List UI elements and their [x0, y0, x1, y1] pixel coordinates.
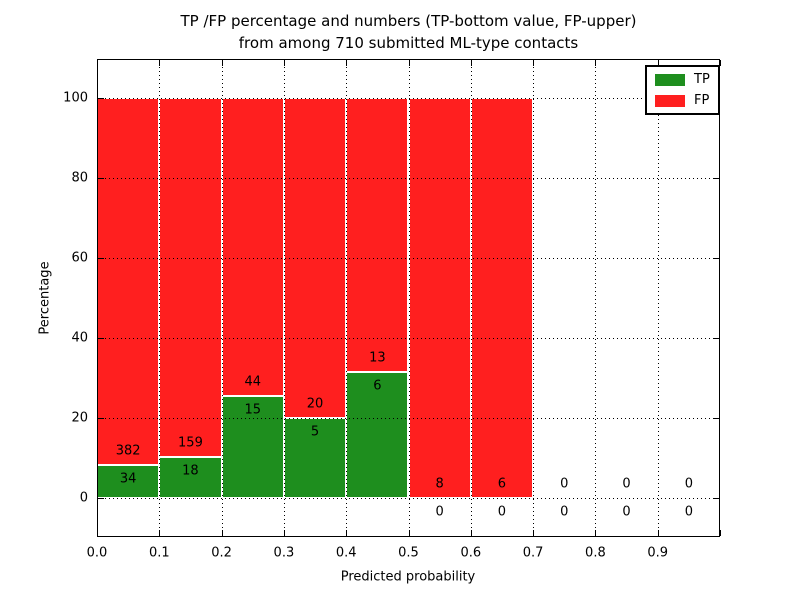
y-tick-label: 100	[63, 90, 88, 106]
y-tick-label: 80	[71, 170, 88, 186]
x-tick-label: 0.0	[86, 545, 108, 561]
legend-entry-tp: TP	[655, 73, 710, 86]
y-tick-label: 0	[79, 490, 88, 506]
chart-title: TP /FP percentage and numbers (TP-bottom…	[97, 10, 720, 54]
y-tick-label: 20	[71, 410, 88, 426]
fp-color-swatch	[655, 94, 685, 107]
legend-label-fp: FP	[694, 93, 710, 108]
legend-label-tp: TP	[694, 72, 710, 87]
chart-title-line1: TP /FP percentage and numbers (TP-bottom…	[180, 12, 637, 30]
x-axis-label: Predicted probability	[340, 569, 476, 585]
x-tick-label: 0.3	[273, 545, 295, 561]
x-tick-bottom	[720, 530, 721, 536]
x-tick-label: 0.1	[148, 545, 170, 561]
tp-color-swatch	[655, 73, 685, 86]
x-tick-label: 0.2	[211, 545, 232, 561]
legend: TP FP	[645, 65, 720, 115]
plot-area	[97, 59, 720, 537]
x-tick-label: 0.7	[522, 545, 544, 561]
chart-title-line2: from among 710 submitted ML-type contact…	[238, 34, 579, 52]
x-tick-label: 0.8	[585, 545, 606, 561]
legend-entry-fp: FP	[655, 94, 710, 107]
y-tick-label: 40	[71, 330, 88, 346]
x-tick-label: 0.6	[460, 545, 482, 561]
x-tick-label: 0.4	[335, 545, 357, 561]
y-axis-label: Percentage	[37, 261, 53, 335]
x-tick-label: 0.9	[647, 545, 669, 561]
y-tick-label: 60	[71, 250, 88, 266]
x-tick-top	[720, 60, 721, 66]
x-tick-label: 0.5	[398, 545, 419, 561]
